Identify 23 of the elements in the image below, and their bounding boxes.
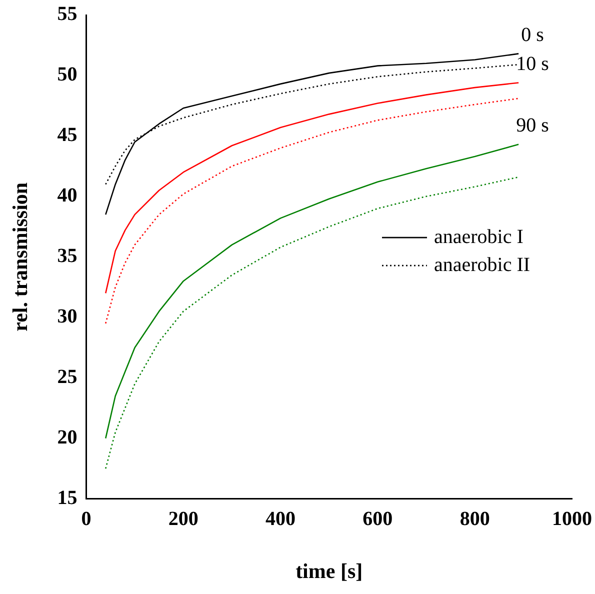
y-axis-title: rel. transmission — [8, 182, 32, 332]
line-series — [104, 176, 520, 470]
x-tick-label: 1000 — [552, 508, 592, 530]
annotation: 90 s — [516, 114, 550, 137]
x-tick-label: 0 — [81, 508, 92, 530]
y-tick-label: 30 — [57, 306, 78, 328]
legend-label: anaerobic I — [434, 226, 524, 248]
y-tick-label: 40 — [57, 184, 78, 207]
y-tick-label: 45 — [57, 124, 78, 146]
y-tick-label: 55 — [57, 3, 78, 26]
y-tick-label: 50 — [57, 64, 78, 86]
y-tick-label: 15 — [57, 486, 78, 509]
x-tick-label: 200 — [168, 508, 198, 530]
x-tick-label: 600 — [362, 508, 393, 530]
y-tick-label: 20 — [57, 426, 78, 448]
x-tick-label: 800 — [460, 508, 490, 530]
annotation: 0 s — [521, 24, 544, 46]
y-tick-label: 35 — [57, 245, 78, 268]
x-axis-title: time [s] — [296, 558, 363, 583]
legend-label: anaerobic II — [434, 254, 530, 276]
x-tick-label: 400 — [266, 508, 296, 530]
y-tick-label: 25 — [57, 366, 78, 388]
annotation: 10 s — [516, 52, 550, 75]
